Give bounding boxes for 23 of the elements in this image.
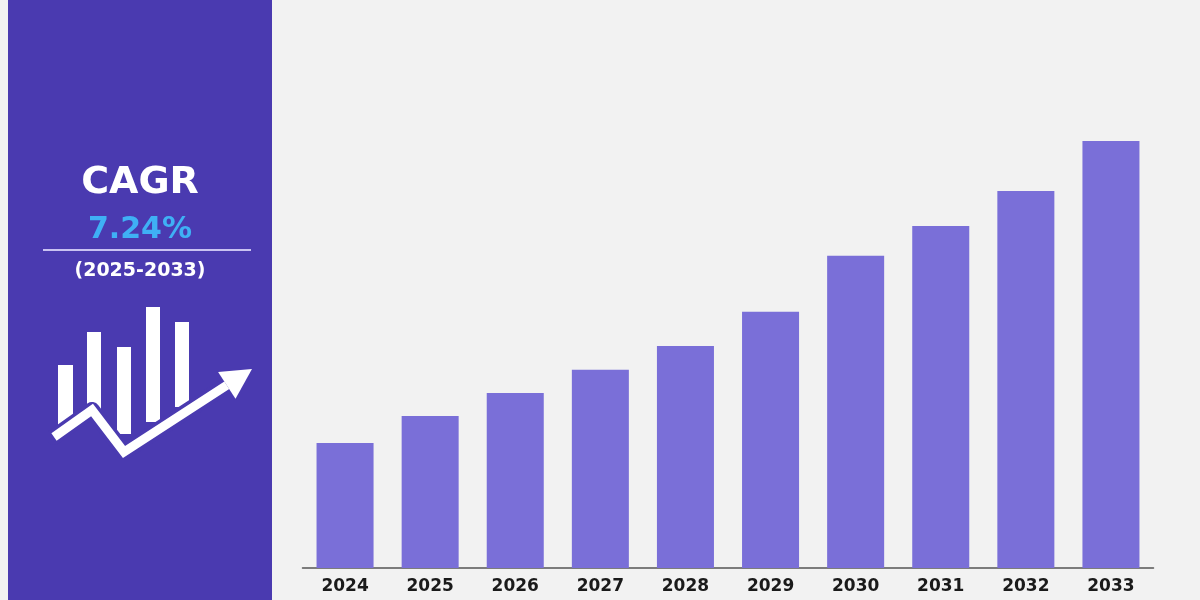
- bar: [316, 442, 374, 568]
- x-tick-label: 2027: [576, 574, 625, 595]
- text: (2025-2033): [73, 258, 207, 280]
- x-tick-label: 2029: [746, 574, 795, 595]
- bar: [571, 369, 629, 568]
- bar: [912, 225, 970, 568]
- bar: [827, 255, 885, 568]
- x-tick-label: 2031: [917, 574, 965, 595]
- text: 7.24%: [86, 210, 194, 245]
- bar: [1082, 141, 1140, 568]
- x-tick-label: 2024: [321, 574, 369, 595]
- bar: [997, 190, 1055, 568]
- x-tick-label: 2025: [406, 574, 454, 595]
- bar: [742, 311, 800, 568]
- bar: [401, 415, 459, 568]
- text: CAGR: [80, 158, 200, 202]
- x-tick-label: 2028: [661, 574, 710, 595]
- x-tick-label: 2030: [831, 574, 880, 595]
- bar: [486, 392, 544, 568]
- x-tick-label: 2033: [1087, 574, 1135, 595]
- x-tick-label: 2032: [1002, 574, 1050, 595]
- bar: [656, 345, 714, 568]
- x-tick-label: 2026: [491, 574, 539, 595]
